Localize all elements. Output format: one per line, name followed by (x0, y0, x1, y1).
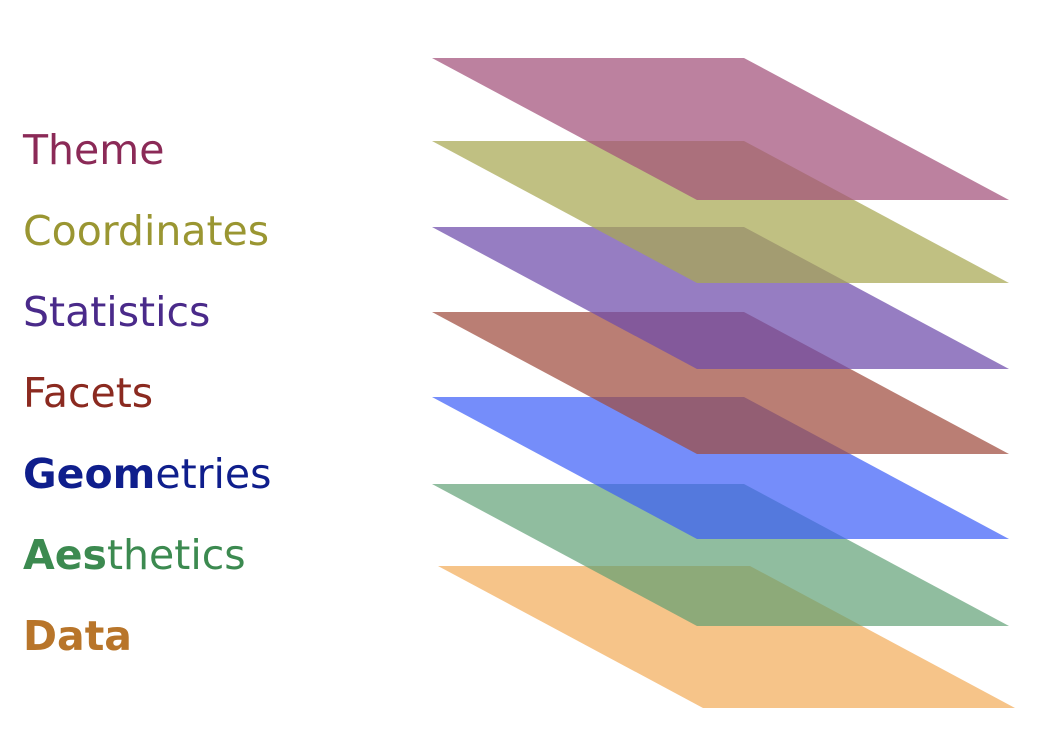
label-coordinates: Coordinates (23, 211, 269, 252)
label-aesthetics-text: thetics (106, 531, 246, 579)
label-aesthetics: Aesthetics (23, 535, 246, 576)
plane-data (438, 566, 1015, 708)
label-geometries-bold: Geom (23, 450, 156, 498)
plane-facets (432, 312, 1009, 454)
plane-aesthetics (432, 484, 1009, 626)
plane-geometries (432, 397, 1009, 539)
plane-coordinates (432, 141, 1009, 283)
label-geometries-text: etries (155, 450, 272, 498)
label-statistics-text: Statistics (23, 288, 211, 336)
label-data-bold: Data (23, 612, 132, 660)
label-data: Data (23, 616, 132, 657)
label-aesthetics-bold: Aes (23, 531, 107, 579)
label-facets-text: Facets (23, 369, 154, 417)
label-theme-text: Theme (23, 126, 165, 174)
label-geometries: Geometries (23, 454, 272, 495)
label-statistics: Statistics (23, 292, 210, 333)
label-coordinates-text: Coordinates (23, 207, 270, 255)
label-theme: Theme (23, 130, 164, 171)
plane-statistics (432, 227, 1009, 369)
label-facets: Facets (23, 373, 153, 414)
plane-theme (432, 58, 1009, 200)
